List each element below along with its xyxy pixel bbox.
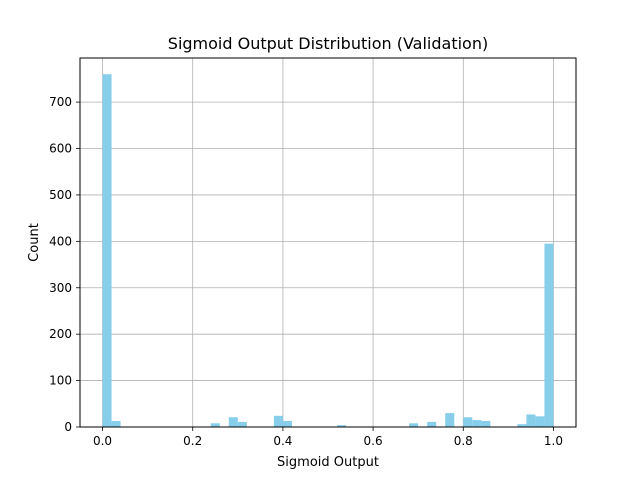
- histogram-bar: [427, 421, 437, 427]
- x-tick-label: 0.6: [364, 434, 383, 448]
- histogram-bar: [337, 425, 347, 427]
- histogram-bar: [237, 421, 247, 427]
- histogram-bars: [102, 74, 554, 427]
- y-axis-label: Count: [27, 223, 42, 262]
- histogram-bar: [273, 415, 283, 427]
- histogram-bar: [526, 414, 536, 427]
- histogram-bar: [210, 423, 220, 427]
- histogram-bar: [111, 420, 121, 427]
- histogram-bar: [409, 423, 419, 427]
- y-tick-label: 700: [49, 95, 72, 109]
- chart-title: Sigmoid Output Distribution (Validation): [168, 34, 488, 53]
- x-tick-label: 0.4: [273, 434, 292, 448]
- histogram-bar: [228, 417, 238, 427]
- x-tick-label: 0.8: [454, 434, 473, 448]
- x-tick-label: 0.0: [93, 434, 112, 448]
- y-axis-ticks: 0 100 200 300 400 500 600 700: [49, 95, 80, 434]
- histogram-bar: [517, 424, 527, 427]
- y-tick-label: 200: [49, 327, 72, 341]
- y-tick-label: 500: [49, 188, 72, 202]
- plot-frame: [79, 57, 577, 428]
- x-axis-label: Sigmoid Output: [277, 455, 379, 470]
- histogram-bar: [282, 420, 292, 427]
- y-tick-label: 0: [64, 420, 72, 434]
- y-tick-label: 300: [49, 281, 72, 295]
- y-tick-label: 600: [49, 142, 72, 156]
- x-axis-ticks: 0.0 0.2 0.4 0.6 0.8 1.0: [93, 427, 563, 448]
- histogram-bar: [445, 413, 455, 427]
- histogram-bar: [535, 416, 545, 427]
- histogram-bar: [102, 74, 112, 427]
- grid-lines: [80, 58, 576, 428]
- y-tick-label: 400: [49, 234, 72, 248]
- y-tick-label: 100: [49, 374, 72, 388]
- histogram-bar: [481, 420, 491, 427]
- histogram-bar: [472, 420, 482, 427]
- histogram-bar: [544, 243, 554, 427]
- x-tick-label: 0.2: [183, 434, 202, 448]
- x-tick-label: 1.0: [544, 434, 563, 448]
- histogram-bar: [463, 417, 473, 427]
